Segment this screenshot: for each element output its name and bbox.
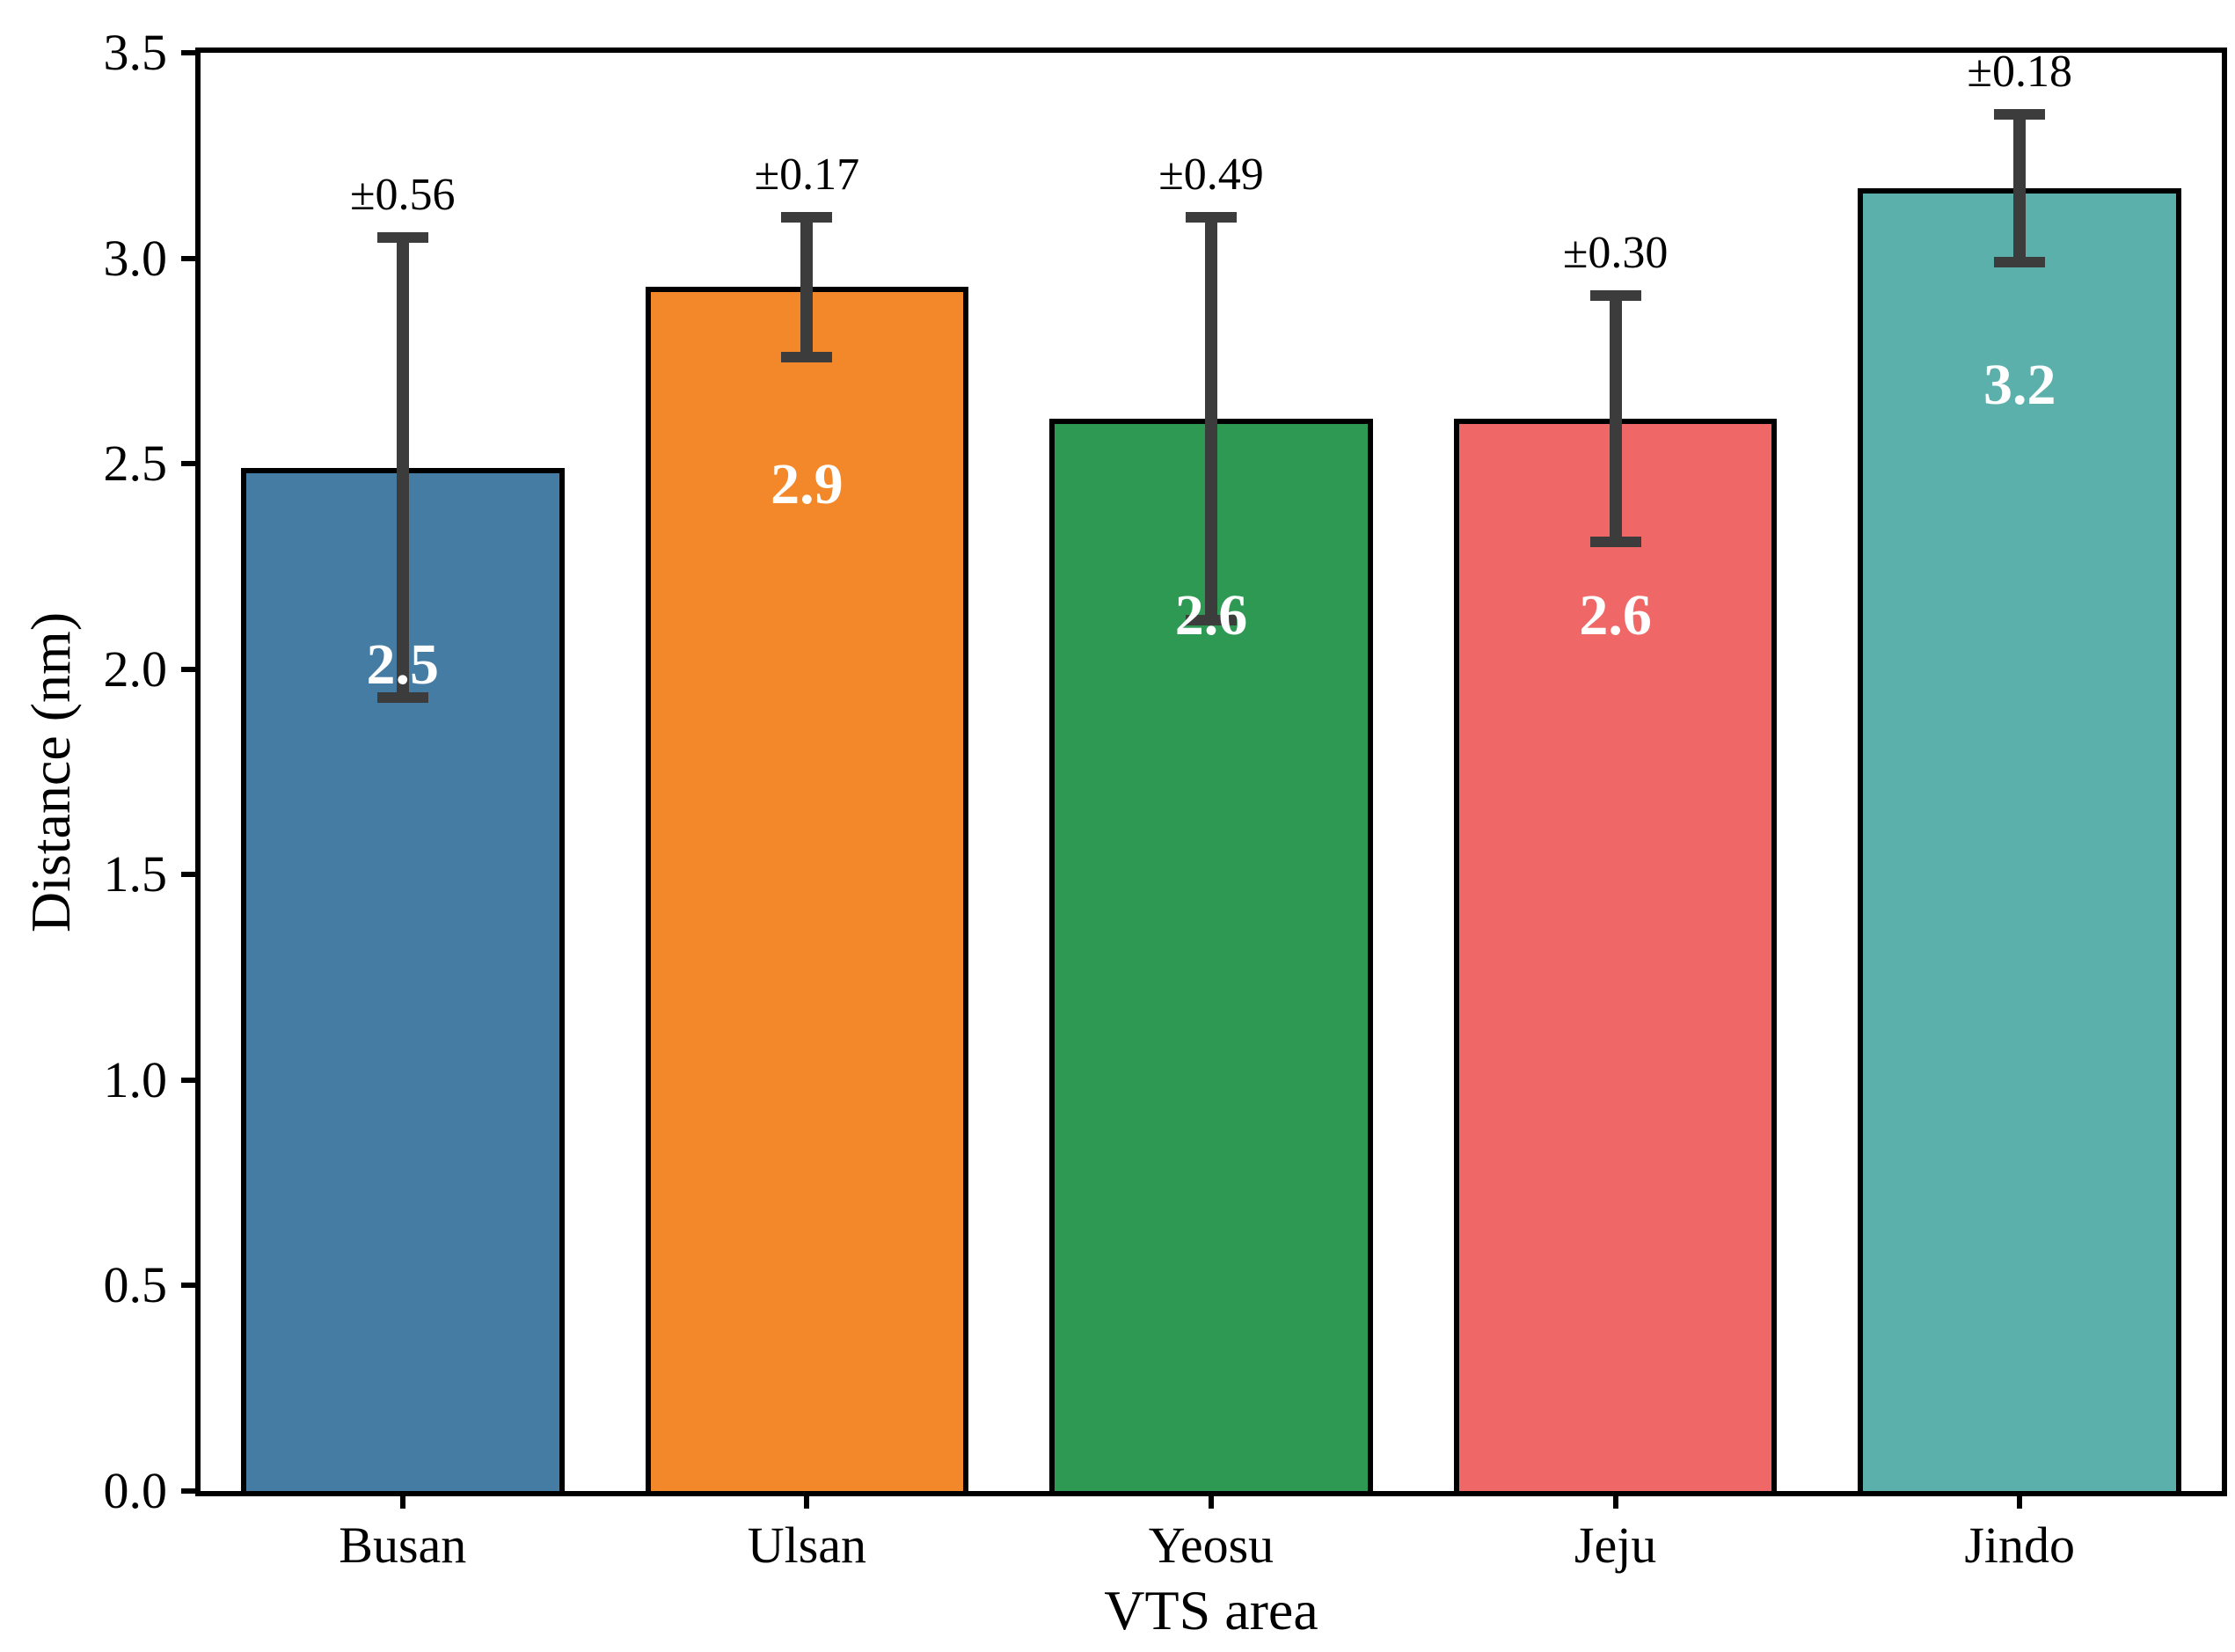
y-tick-label-0-5: 0.5 [103, 1256, 168, 1314]
y-tick-0-0 [181, 1488, 201, 1494]
y-tick-2-0 [181, 666, 201, 672]
error-bar-yeosu [1205, 216, 1217, 620]
error-value-label-yeosu: ±0.49 [1158, 149, 1264, 200]
error-cap-bottom-busan [376, 692, 428, 704]
y-tick-label-3-5: 3.5 [103, 24, 168, 81]
error-bar-jeju [1609, 295, 1622, 542]
bar-value-label-ulsan: 2.9 [771, 451, 844, 516]
x-tick-label-busan: Busan [339, 1517, 467, 1574]
x-tick-label-ulsan: Ulsan [747, 1517, 867, 1574]
y-tick-label-3-0: 3.0 [103, 229, 168, 287]
y-tick-label-1-5: 1.5 [103, 845, 168, 903]
x-tick-jeju [1612, 1491, 1618, 1509]
x-tick-label-yeosu: Yeosu [1148, 1517, 1275, 1574]
x-tick-yeosu [1209, 1491, 1214, 1509]
bar-ulsan [645, 287, 969, 1496]
error-cap-top-jindo [1994, 109, 2046, 121]
error-cap-bottom-jindo [1994, 257, 2046, 268]
error-cap-top-yeosu [1186, 211, 1237, 223]
error-bar-jindo [2013, 114, 2027, 263]
error-cap-bottom-yeosu [1186, 614, 1237, 625]
bar-value-label-busan: 2.5 [366, 632, 440, 698]
y-tick-2-5 [181, 461, 201, 467]
error-cap-bottom-jeju [1589, 536, 1641, 547]
error-cap-top-busan [376, 232, 428, 244]
x-tick-ulsan [804, 1491, 810, 1509]
x-axis-title: VTS area [1104, 1579, 1318, 1641]
error-cap-top-ulsan [781, 211, 833, 223]
y-tick-1-5 [181, 872, 201, 878]
error-bar-busan [396, 238, 409, 698]
error-value-label-jeju: ±0.30 [1562, 227, 1669, 278]
error-value-label-ulsan: ±0.17 [754, 149, 860, 200]
y-tick-label-1-0: 1.0 [103, 1050, 168, 1108]
error-cap-bottom-ulsan [781, 351, 833, 362]
x-tick-label-jindo: Jindo [1964, 1517, 2076, 1574]
x-tick-label-jeju: Jeju [1574, 1517, 1657, 1574]
y-tick-0-5 [181, 1283, 201, 1289]
bar-value-label-jindo: 3.2 [1983, 353, 2056, 418]
y-axis-title: Distance (nm) [19, 611, 82, 933]
y-tick-label-0-0: 0.0 [103, 1462, 168, 1519]
x-tick-busan [399, 1491, 405, 1509]
y-tick-label-2-0: 2.0 [103, 640, 168, 698]
y-tick-1-0 [181, 1077, 201, 1083]
y-tick-label-2-5: 2.5 [103, 435, 168, 493]
error-value-label-jindo: ±0.18 [1967, 47, 2072, 98]
error-value-label-busan: ±0.56 [350, 170, 456, 221]
bar-value-label-yeosu: 2.6 [1174, 582, 1248, 647]
x-tick-jindo [2017, 1491, 2023, 1509]
y-tick-3-5 [181, 50, 201, 55]
bar-value-label-jeju: 2.6 [1579, 582, 1652, 647]
error-cap-top-jeju [1589, 289, 1641, 301]
error-bar-ulsan [800, 216, 814, 357]
y-tick-3-0 [181, 255, 201, 261]
